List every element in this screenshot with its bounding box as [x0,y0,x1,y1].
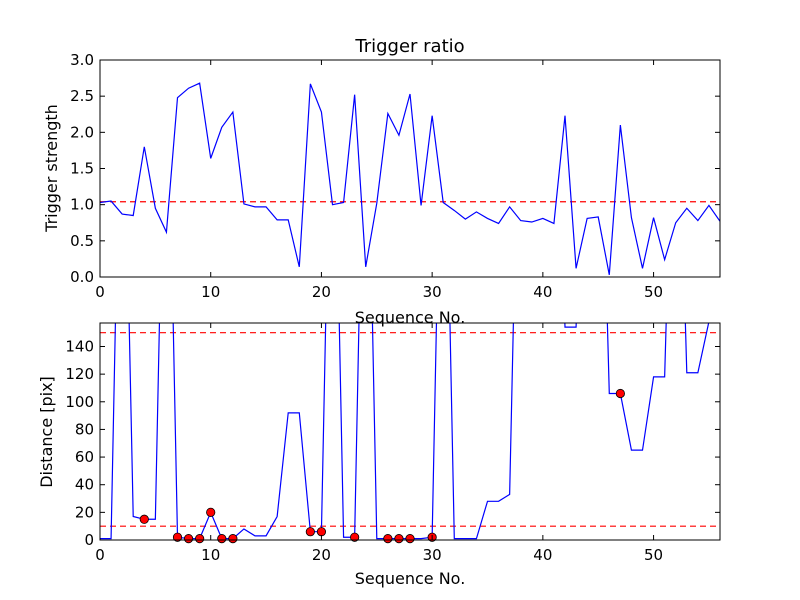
data-point-marker [195,534,205,544]
x-tick-label: 0 [95,283,105,301]
y-tick-label: 100 [65,393,94,411]
data-point-marker [228,534,238,544]
bottom-y-axis-label: Distance [pix] [37,376,56,488]
top-chart-title: Trigger ratio [354,36,464,57]
data-point-marker [615,388,625,399]
x-tick-label: 10 [201,283,220,301]
x-tick-label: 20 [312,283,331,301]
y-tick-label: 0.5 [70,232,94,250]
bottom-x-axis-label: Sequence No. [355,569,466,588]
data-point-marker [183,534,194,544]
x-tick-label: 0 [95,546,105,564]
series-line [100,82,720,275]
y-tick-label: 140 [65,337,94,355]
y-tick-label: 80 [75,420,94,438]
top-axes-frame [99,59,721,278]
y-tick-label: 0.0 [70,268,94,286]
data-point-marker [316,527,327,537]
y-tick-label: 2.5 [70,87,94,105]
y-tick-label: 0 [84,531,94,549]
x-tick-label: 30 [423,546,442,564]
x-tick-label: 50 [644,546,663,564]
x-tick-label: 50 [644,283,663,301]
data-point-marker [206,507,216,517]
x-tick-label: 10 [201,546,220,564]
data-point-marker [383,534,393,544]
x-tick-label: 30 [423,283,442,301]
x-tick-label: 20 [312,546,331,564]
y-tick-label: 120 [65,365,94,383]
data-point-marker [217,534,227,544]
y-tick-label: 40 [75,476,94,494]
top-x-axis-label: Sequence No. [355,308,466,327]
y-tick-label: 20 [75,503,94,521]
y-tick-label: 3.0 [70,51,94,69]
data-point-marker [172,532,183,542]
bottom-axes: 0 10 20 30 40 50 0 20 40 60 80 100 120 140 Sequence N… [37,322,721,588]
data-point-marker [350,532,360,542]
data-point-marker [305,527,315,537]
y-tick-label: 1.0 [70,196,94,214]
x-tick-label: 40 [533,546,552,564]
data-point-marker [139,514,149,524]
y-tick-label: 60 [75,448,94,466]
top-axes: 0 10 20 30 40 50 0.0 0.5 1.0 1.5 2.0 2.5 3.0 Trigger… [42,36,721,327]
data-point-marker [405,534,415,544]
series-line [100,323,710,540]
y-tick-label: 2.0 [70,123,94,141]
x-tick-label: 40 [533,283,552,301]
bottom-axes-frame [99,322,721,541]
y-tick-label: 1.5 [70,160,94,178]
top-y-axis-label: Trigger strength [42,104,61,233]
data-point-marker [394,534,404,544]
